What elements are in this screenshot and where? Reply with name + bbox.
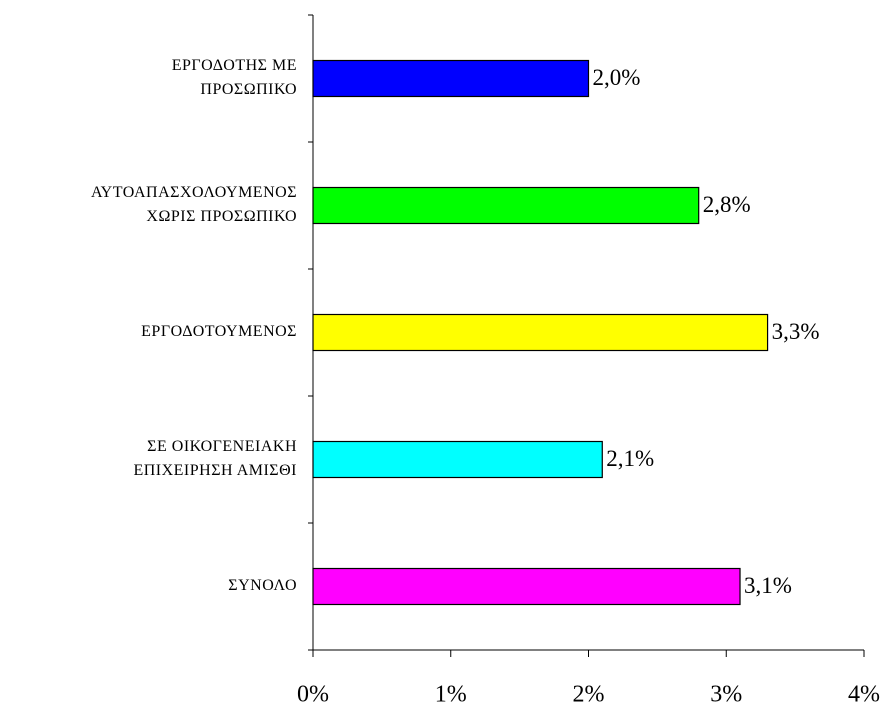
x-tick-label: 4%: [848, 682, 880, 708]
bar: [312, 186, 700, 225]
x-tick-label: 3%: [710, 682, 742, 708]
value-label: 3,3%: [772, 319, 820, 344]
bar: [312, 313, 769, 352]
x-tick-label: 0%: [297, 682, 329, 708]
bar: [312, 59, 590, 98]
category-label: ΣΕ ΟΙΚΟΓΕΝΕΙΑΚΗ: [147, 438, 297, 455]
bar: [312, 567, 741, 606]
x-tick-label: 2%: [573, 682, 605, 708]
value-label: 2,8%: [703, 192, 751, 217]
value-label: 2,0%: [593, 65, 641, 90]
category-label: ΕΠΙΧΕΙΡΗΣΗ ΑΜΙΣΘΙ: [133, 462, 297, 479]
category-label: ΑΥΤΟΑΠΑΣΧΟΛΟΥΜΕΝΟΣ: [91, 184, 297, 201]
value-label: 2,1%: [606, 446, 654, 471]
category-label: ΠΡΟΣΩΠΙΚΟ: [200, 81, 297, 98]
value-label: 3,1%: [744, 573, 792, 598]
category-label: ΕΡΓΟΔΟΤΗΣ ΜΕ: [172, 57, 297, 74]
x-tick-label: 1%: [435, 682, 467, 708]
bar: [312, 440, 603, 479]
category-label: ΕΡΓΟΔΟΤΟΥΜΕΝΟΣ: [141, 323, 297, 340]
category-label: ΣΥΝΟΛΟ: [228, 577, 297, 594]
category-label: ΧΩΡΙΣ ΠΡΟΣΩΠΙΚΟ: [146, 208, 297, 225]
